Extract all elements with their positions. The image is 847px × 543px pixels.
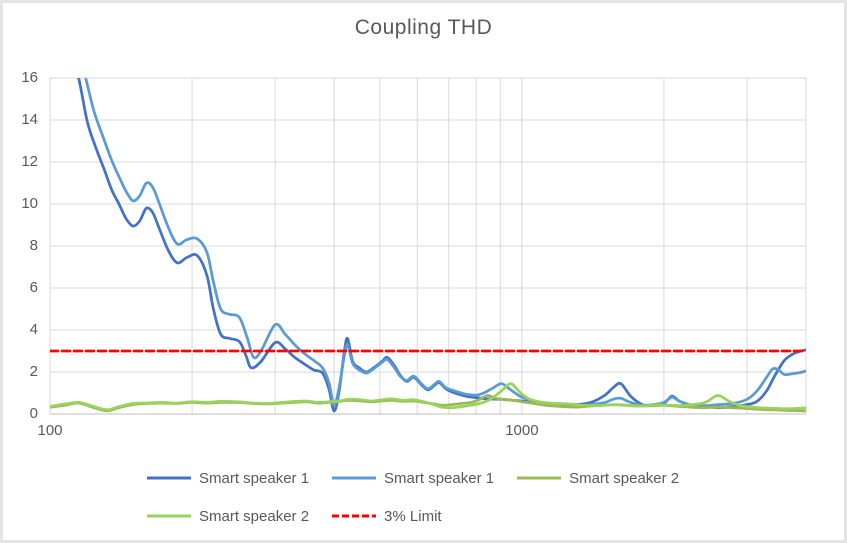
legend-line-swatch	[147, 476, 191, 480]
legend-label: Smart speaker 1	[384, 469, 495, 487]
y-axis-tick-label: 0	[29, 405, 38, 422]
series-lines	[50, 78, 806, 413]
legend-item-3: Smart speaker 2	[146, 504, 309, 528]
x-axis-tick-label: 100	[37, 422, 63, 439]
legend-item-2: Smart speaker 2	[516, 466, 679, 490]
y-axis-tick-label: 10	[21, 195, 38, 212]
legend-line-swatch	[332, 476, 377, 480]
legend-item-0: Smart speaker 1	[146, 466, 309, 490]
chart-legend: Smart speaker 1 Smart speaker 1 Smart spea…	[146, 466, 711, 528]
gridlines	[49, 77, 807, 415]
y-axis-tick-label: 16	[21, 69, 38, 86]
series-line-3	[50, 382, 806, 412]
legend-label: Smart speaker 2	[199, 507, 310, 525]
series-line-1	[84, 78, 806, 408]
legend-line-swatch	[517, 476, 562, 480]
y-axis-tick-label: 12	[21, 153, 38, 170]
y-axis-tick-label: 8	[29, 237, 38, 254]
y-axis-tick-label: 2	[29, 363, 38, 380]
legend-line-swatch	[147, 514, 191, 518]
y-axis-tick-label: 14	[21, 111, 38, 128]
legend-label: Smart speaker 2	[569, 469, 680, 487]
chart-title: Coupling THD	[354, 16, 493, 39]
legend-item-1: Smart speaker 1	[331, 466, 494, 490]
y-axis-tick-label: 4	[29, 321, 38, 338]
legend-label: Smart speaker 1	[199, 469, 310, 487]
legend-line-swatch	[332, 514, 377, 518]
legend-item-4: 3% Limit	[331, 504, 442, 528]
x-axis-tick-label: 1000	[505, 422, 539, 439]
legend-label: 3% Limit	[384, 507, 442, 525]
series-line-0	[77, 78, 806, 413]
y-axis-tick-label: 6	[29, 279, 38, 296]
